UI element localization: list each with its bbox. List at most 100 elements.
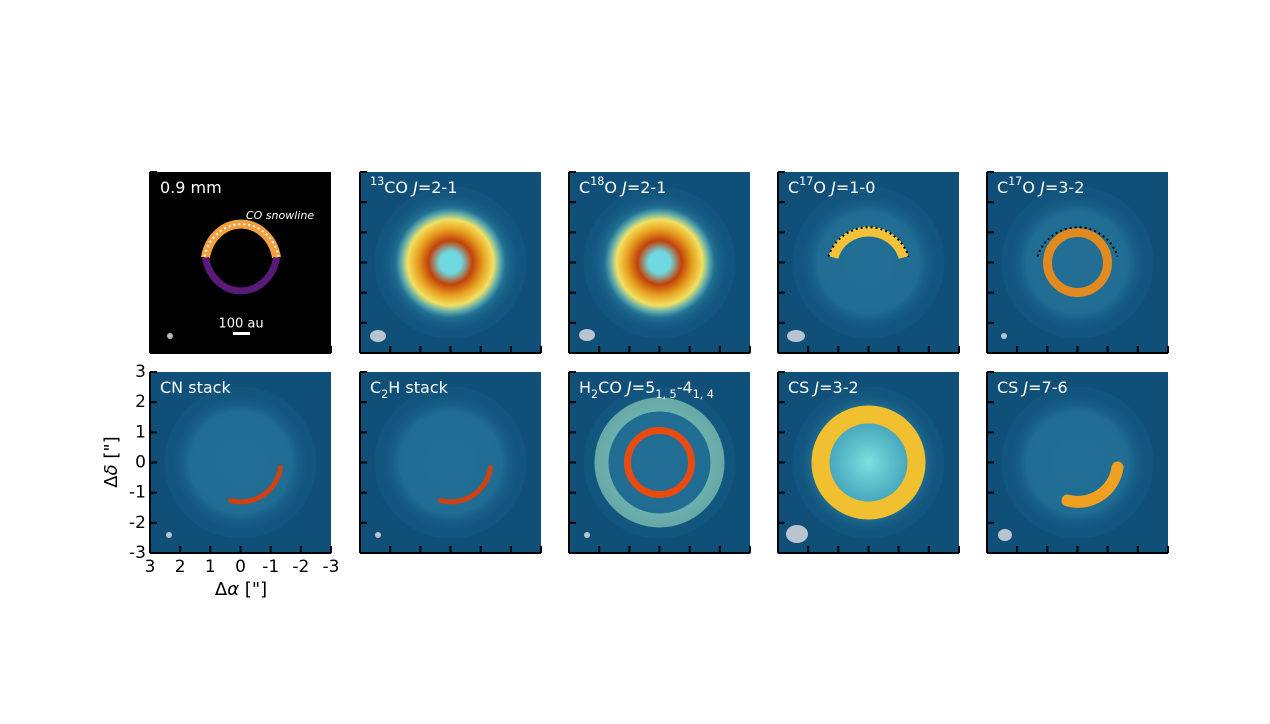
halo — [378, 390, 523, 535]
y-tick-label: 1 — [135, 422, 146, 442]
x-tick-label: -2 — [292, 557, 309, 577]
label-part: J — [410, 178, 418, 197]
label-part: CO — [384, 178, 413, 197]
image — [150, 172, 331, 353]
y-tick-label: -2 — [129, 513, 146, 533]
scale-bar-label: 100 au — [218, 317, 263, 332]
label-part: 0.9 mm — [160, 178, 222, 197]
ring — [228, 465, 283, 505]
label-part: J — [1037, 178, 1045, 197]
label-part: 2 — [591, 388, 598, 401]
beam — [1001, 333, 1007, 339]
label-part: 1, 4 — [693, 388, 714, 401]
label-part: 1, 5 — [655, 388, 676, 401]
y-axis-label: Δδ ["] — [101, 436, 122, 487]
beam — [787, 330, 805, 342]
ring — [1061, 461, 1124, 508]
outer-ring — [594, 397, 725, 528]
panel-label: CS J=7-6 — [997, 378, 1068, 397]
label-part: 18 — [590, 175, 604, 188]
label-part: α — [227, 579, 239, 600]
ring — [604, 207, 715, 318]
beam — [166, 532, 172, 538]
label-part: CO — [598, 378, 627, 397]
ring — [811, 405, 926, 520]
y-tick-label: -1 — [129, 483, 146, 503]
label-part: O — [813, 178, 831, 197]
panel: H2CO J=51, 5-41, 4 — [568, 371, 751, 554]
label-part: Δ — [101, 475, 122, 488]
label-part: 13 — [370, 175, 384, 188]
label-part: δ — [101, 464, 122, 475]
ring — [438, 465, 493, 505]
label-part: O — [1022, 178, 1040, 197]
halo — [796, 190, 941, 335]
ring-top — [201, 219, 281, 259]
annotation: CO snowline — [246, 209, 314, 222]
ring — [828, 226, 909, 259]
label-part: =3-2 — [1045, 178, 1085, 197]
panel-label: C17O J=1-0 — [788, 175, 875, 197]
beam — [998, 529, 1012, 541]
beam — [786, 525, 808, 543]
panel-label: C18O J=2-1 — [579, 175, 666, 197]
label-part: O — [604, 178, 622, 197]
halo — [587, 390, 732, 535]
label-part: CS — [788, 378, 814, 397]
ring-bottom — [202, 256, 280, 295]
scale-bar — [233, 332, 250, 335]
label-part: 2 — [381, 388, 388, 401]
label-part: CS — [997, 378, 1023, 397]
label-part: J — [828, 178, 836, 197]
label-part: ["] — [239, 579, 267, 600]
x-tick-label: -1 — [262, 557, 279, 577]
panel: CS J=7-6 — [986, 371, 1169, 554]
beam — [579, 329, 595, 341]
snowline — [203, 223, 280, 257]
halo — [1005, 390, 1150, 535]
label-part: CN stack — [160, 378, 231, 397]
x-tick-label: -3 — [323, 557, 340, 577]
beam — [370, 330, 386, 342]
y-tick-label: 0 — [135, 453, 146, 473]
x-axis-label: Δα ["] — [215, 579, 267, 600]
panel-label: C2H stack — [370, 378, 449, 401]
y-tick-label: -3 — [129, 543, 146, 563]
ring — [395, 207, 506, 318]
halo — [1005, 190, 1150, 335]
beam — [167, 333, 173, 339]
panel-label: 0.9 mm — [160, 178, 222, 197]
panel: 13CO J=2-1 — [359, 171, 542, 354]
label-part: =7-6 — [1028, 378, 1068, 397]
panel-label: CN stack — [160, 378, 231, 397]
x-tick-label: 1 — [205, 557, 216, 577]
panel-label: C17O J=3-2 — [997, 175, 1084, 197]
panel-label: H2CO J=51, 5-41, 4 — [579, 378, 714, 401]
panel: CS J=3-2 — [777, 371, 960, 554]
x-tick-label: 0 — [235, 557, 246, 577]
label-part: C — [997, 178, 1008, 197]
label-part: H — [579, 378, 591, 397]
label-part: =1-0 — [836, 178, 876, 197]
label-part: -4 — [677, 378, 693, 397]
label-part: J — [1020, 378, 1028, 397]
label-part: J — [624, 378, 632, 397]
label-part: C — [370, 378, 381, 397]
label-part: J — [619, 178, 627, 197]
label-part: =2-1 — [627, 178, 667, 197]
label-part: H stack — [388, 378, 448, 397]
panel-label: CS J=3-2 — [788, 378, 859, 397]
label-part: 17 — [1008, 175, 1022, 188]
snowline — [1036, 226, 1119, 257]
beam — [584, 532, 590, 538]
label-part: Δ — [215, 579, 228, 600]
panel: C18O J=2-1 — [568, 171, 751, 354]
label-part: 17 — [799, 175, 813, 188]
panel-label: 13CO J=2-1 — [370, 175, 457, 197]
ring — [1043, 228, 1112, 297]
label-part: C — [788, 178, 799, 197]
x-tick-label: 2 — [175, 557, 186, 577]
ring — [624, 427, 695, 498]
